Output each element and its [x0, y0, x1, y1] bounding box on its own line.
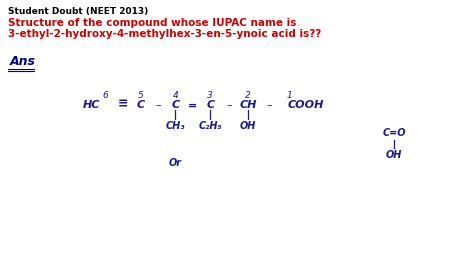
Text: –: –: [226, 100, 232, 110]
Text: Or: Or: [169, 158, 182, 168]
Text: =: =: [188, 100, 197, 110]
Text: C: C: [206, 100, 214, 110]
Text: C₂H₅: C₂H₅: [198, 121, 222, 131]
Text: –: –: [155, 100, 161, 110]
Text: OH: OH: [386, 150, 402, 160]
Text: 3: 3: [207, 92, 213, 101]
Text: 5: 5: [137, 92, 144, 101]
Text: 4: 4: [173, 92, 178, 101]
Text: COOH: COOH: [287, 100, 324, 110]
Text: CH₃: CH₃: [165, 121, 185, 131]
Text: C=O: C=O: [383, 128, 406, 138]
Text: Ans: Ans: [9, 55, 36, 68]
Text: 6: 6: [103, 92, 109, 101]
Text: OH: OH: [240, 121, 256, 131]
Text: 1: 1: [287, 92, 292, 101]
Text: C: C: [137, 100, 145, 110]
Text: Student Doubt (NEET 2013): Student Doubt (NEET 2013): [9, 7, 148, 16]
Text: HC: HC: [82, 100, 100, 110]
Text: CH: CH: [239, 100, 256, 110]
Text: ≡: ≡: [118, 98, 128, 111]
Text: –: –: [266, 100, 272, 110]
Text: 3-ethyl-2-hydroxy-4-methylhex-3-en-5-ynoic acid is??: 3-ethyl-2-hydroxy-4-methylhex-3-en-5-yno…: [9, 29, 321, 39]
Text: 2: 2: [245, 92, 251, 101]
Text: Structure of the compound whose IUPAC name is: Structure of the compound whose IUPAC na…: [9, 18, 297, 28]
Text: C: C: [171, 100, 180, 110]
